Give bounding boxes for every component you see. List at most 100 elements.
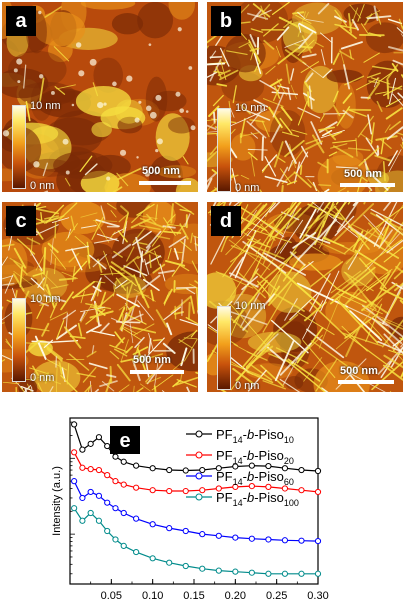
data-point <box>95 434 103 441</box>
colorbar-d <box>217 306 231 390</box>
data-point <box>314 537 322 545</box>
scalebar-b <box>340 183 395 187</box>
x-tick-label: 0.05 <box>101 590 122 602</box>
data-point <box>248 569 255 576</box>
data-point <box>199 487 206 494</box>
data-point <box>248 535 255 542</box>
colorbar-min-label-a: 0 nm <box>30 180 55 192</box>
data-point <box>298 570 305 577</box>
colorbar-c <box>12 298 26 382</box>
colorbar-min-label-b: 0 nm <box>235 182 260 194</box>
data-point <box>298 487 305 494</box>
legend-marker <box>195 472 203 480</box>
data-point <box>232 483 239 490</box>
data-point <box>104 499 111 506</box>
data-point <box>281 465 289 472</box>
data-point <box>314 570 322 577</box>
data-point <box>166 487 173 495</box>
data-point <box>112 536 119 543</box>
colorbar-max-label-b: 10 nm <box>235 102 266 114</box>
data-point <box>199 531 206 538</box>
y-axis-label: Intensity (a.u.) <box>51 466 63 536</box>
colorbar-min-label-c: 0 nm <box>30 372 55 384</box>
data-point <box>166 525 173 532</box>
data-point <box>199 466 206 474</box>
data-point <box>95 517 103 524</box>
data-point <box>182 487 189 495</box>
legend-marker <box>195 451 203 459</box>
legend-label: PF14-b-Piso60 <box>216 469 294 487</box>
series-20 <box>71 449 322 496</box>
afm-panel-c: c 10 nm 0 nm 500 nm <box>2 202 198 392</box>
data-point <box>149 465 156 472</box>
data-point <box>71 449 78 456</box>
data-point <box>95 466 103 474</box>
data-point <box>120 542 127 549</box>
afm-image-c <box>2 202 198 392</box>
panel-letter-e-box <box>110 426 140 454</box>
intensity-chart: 0.05 0.10 0.15 0.20 0.25 0.30 Intensity (a.u.)… <box>51 417 329 602</box>
panel-letter-a: a <box>6 6 36 36</box>
data-point <box>215 532 222 539</box>
data-point <box>133 484 140 491</box>
data-point <box>232 463 239 470</box>
data-point <box>133 462 140 469</box>
data-point <box>281 485 289 492</box>
data-point <box>265 483 272 490</box>
data-point <box>248 462 255 469</box>
data-point <box>112 505 119 512</box>
data-point <box>133 548 140 556</box>
afm-panel-d: d 10 nm 0 nm 500 nm <box>207 202 403 392</box>
data-point <box>71 505 78 512</box>
data-point <box>232 568 239 575</box>
data-point <box>281 570 289 577</box>
data-point <box>166 466 173 474</box>
colorbar-max-label-c: 10 nm <box>30 293 61 305</box>
data-point <box>265 570 272 577</box>
panel-letter-c: c <box>6 206 36 236</box>
data-point <box>215 567 222 574</box>
colorbar-a <box>12 105 26 189</box>
data-point <box>87 440 94 447</box>
data-point <box>265 536 272 543</box>
data-point <box>248 482 255 490</box>
scalebar-label-d: 500 nm <box>340 365 378 377</box>
data-point <box>215 465 222 472</box>
legend-marker <box>195 430 203 438</box>
scalebar-label-a: 500 nm <box>142 165 180 177</box>
scalebar-label-b: 500 nm <box>344 168 382 180</box>
data-point <box>149 555 156 562</box>
data-point <box>120 481 127 488</box>
legend-label: PF14-b-Piso100 <box>216 490 299 508</box>
data-point <box>79 517 86 524</box>
series-60 <box>71 478 322 545</box>
data-point <box>95 492 103 499</box>
data-point <box>215 485 222 492</box>
data-point <box>232 534 239 541</box>
panel-letter-b: b <box>211 6 241 36</box>
afm-panel-a: a 10 nm 0 nm 500 nm <box>2 2 198 192</box>
colorbar-min-label-d: 0 nm <box>235 380 260 392</box>
data-point <box>199 565 206 572</box>
data-point <box>79 446 86 453</box>
data-point <box>265 462 272 470</box>
x-tick-label: 0.20 <box>225 590 246 602</box>
x-tick-label: 0.15 <box>183 590 204 602</box>
legend-label: PF14-b-Piso20 <box>216 448 294 466</box>
data-point <box>166 559 173 566</box>
colorbar-max-label-d: 10 nm <box>235 300 266 312</box>
data-point <box>112 478 119 485</box>
data-point <box>71 421 78 428</box>
series-line <box>73 507 318 575</box>
data-point <box>133 515 140 522</box>
scalebar-c <box>130 370 184 374</box>
afm-panel-b: b 10 nm 0 nm 500 nm <box>207 2 403 194</box>
series-100 <box>71 505 322 577</box>
legend-label: PF14-b-Piso10 <box>216 427 294 445</box>
panel-letter-d: d <box>211 206 241 236</box>
panel-letter-e: e <box>119 430 130 452</box>
legend-marker <box>195 493 203 501</box>
x-tick-label: 0.10 <box>142 590 163 602</box>
scalebar-label-c: 500 nm <box>133 354 171 366</box>
data-point <box>87 466 94 473</box>
